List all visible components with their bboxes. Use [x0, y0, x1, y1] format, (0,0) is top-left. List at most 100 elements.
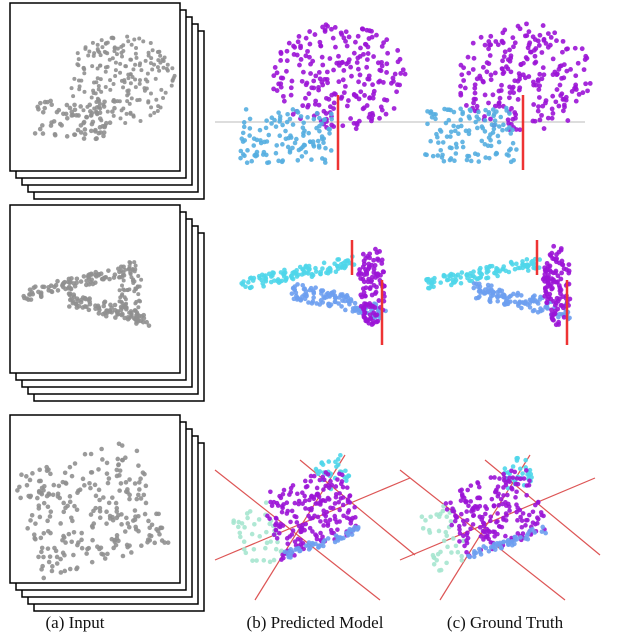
point: [307, 29, 312, 34]
point: [497, 476, 502, 481]
point: [376, 60, 381, 65]
point: [25, 483, 30, 488]
point: [250, 558, 255, 563]
point: [170, 84, 174, 88]
point: [265, 514, 270, 519]
point: [133, 481, 138, 486]
point: [104, 521, 109, 526]
point: [491, 293, 496, 298]
point: [313, 501, 318, 506]
point: [54, 283, 59, 288]
point: [96, 98, 101, 103]
point: [423, 152, 428, 157]
point: [283, 278, 288, 283]
point: [141, 470, 146, 475]
point: [501, 493, 506, 498]
point: [501, 472, 506, 477]
point: [477, 270, 482, 275]
point: [295, 158, 300, 163]
point: [154, 98, 158, 102]
point: [125, 35, 129, 39]
point: [553, 99, 558, 104]
point: [297, 34, 302, 39]
point: [72, 530, 77, 535]
point: [510, 35, 515, 40]
point: [459, 281, 464, 286]
point: [329, 148, 334, 153]
point: [294, 137, 299, 142]
point: [105, 552, 110, 557]
point: [328, 267, 333, 272]
point: [326, 303, 331, 308]
point: [46, 529, 51, 534]
point: [343, 308, 348, 313]
point: [102, 104, 107, 109]
point: [364, 302, 369, 307]
point: [119, 116, 123, 120]
point: [541, 65, 546, 70]
point: [486, 61, 491, 66]
point: [114, 68, 118, 72]
point: [81, 477, 86, 482]
point: [142, 316, 147, 321]
point: [303, 53, 308, 58]
point: [358, 73, 363, 78]
point: [321, 487, 326, 492]
point: [276, 159, 281, 164]
point: [299, 114, 304, 119]
point: [501, 71, 506, 76]
point: [315, 111, 320, 116]
point: [358, 46, 363, 51]
point: [258, 128, 263, 133]
point: [518, 62, 523, 67]
point: [133, 508, 138, 513]
point: [154, 527, 159, 532]
point: [124, 480, 129, 485]
point: [449, 129, 454, 134]
point: [483, 291, 488, 296]
point: [67, 304, 72, 309]
point: [135, 449, 140, 454]
point: [286, 555, 291, 560]
point: [67, 532, 72, 537]
point: [549, 287, 554, 292]
point: [550, 315, 555, 320]
point: [270, 273, 275, 278]
point: [493, 71, 498, 76]
point: [257, 517, 262, 522]
point: [294, 290, 299, 295]
point: [161, 96, 165, 100]
point: [114, 501, 119, 506]
point: [274, 124, 279, 129]
point: [313, 32, 318, 37]
point: [491, 114, 496, 119]
point: [108, 58, 112, 62]
point: [71, 553, 76, 558]
point: [288, 150, 293, 155]
point: [99, 90, 103, 94]
point: [508, 90, 513, 95]
point: [356, 79, 361, 84]
point: [516, 302, 521, 307]
point: [132, 289, 136, 293]
point: [573, 73, 578, 78]
point: [540, 525, 545, 530]
point: [445, 107, 450, 112]
point: [134, 497, 139, 502]
point: [573, 82, 578, 87]
point: [321, 288, 326, 293]
point: [52, 546, 57, 551]
point: [231, 520, 236, 525]
caption-ground-truth: (c) Ground Truth: [447, 613, 564, 632]
point: [261, 558, 266, 563]
point: [86, 546, 91, 551]
point: [512, 78, 517, 83]
point: [539, 113, 544, 118]
point: [150, 67, 154, 71]
point: [156, 50, 160, 54]
point: [302, 143, 307, 148]
point: [318, 519, 323, 524]
point: [136, 529, 141, 534]
point: [294, 515, 299, 520]
point: [348, 65, 353, 70]
